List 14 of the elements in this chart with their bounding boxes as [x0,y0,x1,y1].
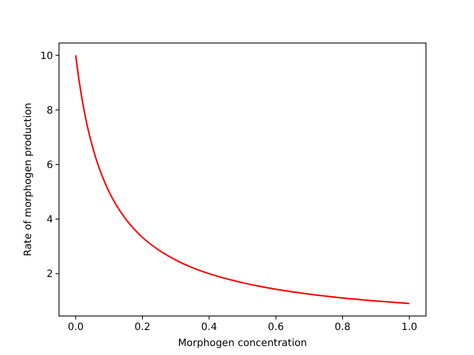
x-tick-label: 0.4 [201,322,218,333]
y-tick-label: 10 [40,50,53,62]
y-tick-label: 2 [46,269,53,280]
x-tick-label: 1.0 [401,322,418,333]
y-tick-label: 8 [46,105,53,116]
y-tick-label: 6 [46,160,53,171]
line-series [74,54,410,304]
y-axis-title: Rate of morphogen production [23,102,34,256]
x-axis-title: Morphogen concentration [178,338,307,349]
x-tick-label: 0.6 [268,322,284,333]
y-tick-label: 4 [46,214,53,226]
x-tick-label: 0.8 [334,322,351,333]
x-tick-label: 0.2 [134,322,150,333]
x-tick-label: 0.0 [68,322,84,333]
